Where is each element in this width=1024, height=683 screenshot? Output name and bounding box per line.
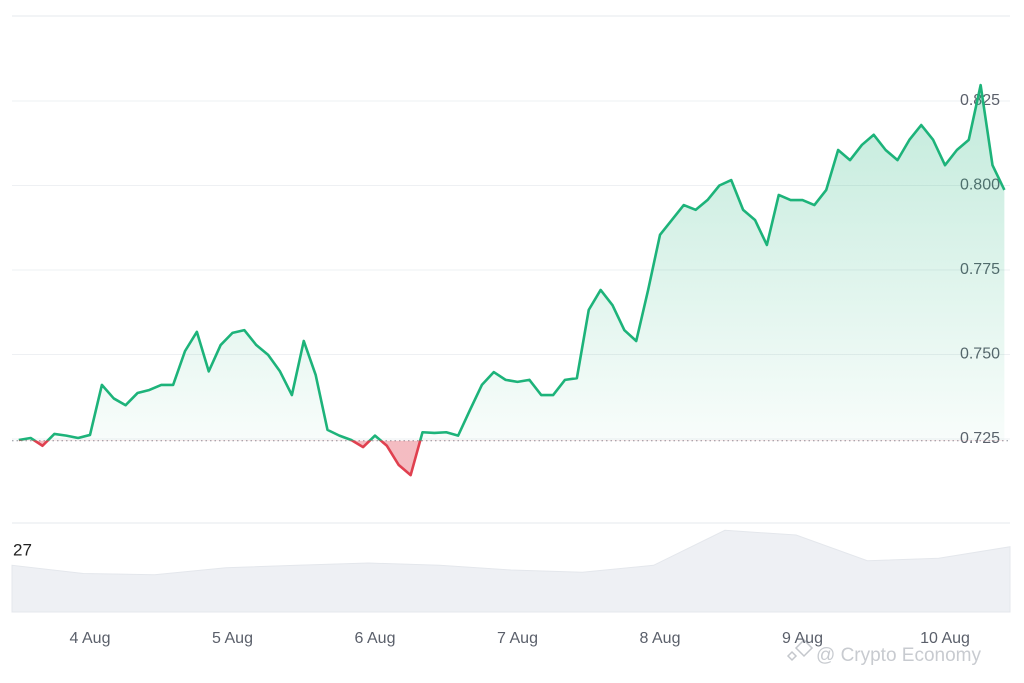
volume-label: 27 [13,540,32,559]
x-tick-label: 9 Aug [782,630,823,647]
x-tick-label: 4 Aug [70,630,111,647]
price-line [18,83,1006,477]
watermark-icon [786,638,814,662]
x-tick-label: 10 Aug [920,630,970,647]
x-tick-label: 5 Aug [212,630,253,647]
watermark: @ Crypto Economy [816,645,982,666]
volume-area [11,529,1011,613]
x-tick-label: 7 Aug [497,630,538,647]
x-tick-label: 8 Aug [640,630,681,647]
x-tick-label: 6 Aug [355,630,396,647]
area [18,85,1005,476]
